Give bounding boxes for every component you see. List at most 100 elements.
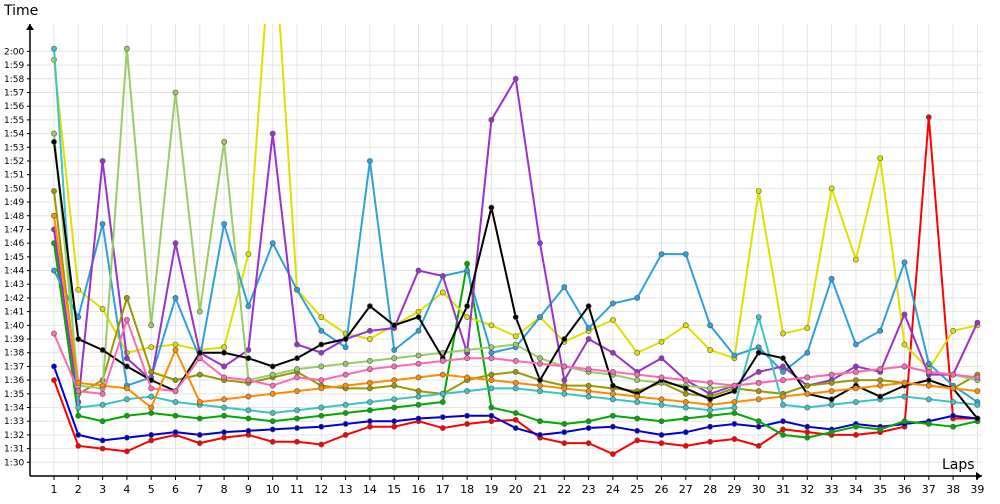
data-point xyxy=(537,355,543,362)
x-tick-label: 30 xyxy=(752,483,766,496)
y-tick-label: 1:59 xyxy=(4,61,24,71)
data-point xyxy=(269,438,276,445)
data-point xyxy=(755,442,762,449)
y-tick-label: 1:50 xyxy=(4,184,24,194)
data-point xyxy=(925,421,932,427)
x-tick-label: 33 xyxy=(825,483,839,496)
data-point xyxy=(391,347,398,353)
data-point xyxy=(366,399,373,405)
x-tick-label: 12 xyxy=(314,483,328,496)
data-point xyxy=(294,415,300,422)
data-point xyxy=(634,399,641,405)
data-point xyxy=(488,412,495,419)
data-point xyxy=(196,440,203,447)
data-point xyxy=(318,327,325,334)
data-point xyxy=(707,423,713,430)
data-point xyxy=(99,347,106,353)
data-point xyxy=(75,442,82,449)
data-point xyxy=(294,388,300,394)
data-point xyxy=(658,251,665,258)
data-point xyxy=(269,363,276,370)
y-tick-labels: 1:30 1:31 1:32 1:33 1:34 1:35 1:36 1:37 1:38 1:39… xyxy=(4,47,30,468)
data-point xyxy=(707,322,713,329)
data-point xyxy=(974,374,981,381)
y-tick-label: 1:37 xyxy=(4,362,24,372)
data-point xyxy=(366,336,373,342)
data-point xyxy=(853,341,859,348)
x-tick-label: 20 xyxy=(509,483,523,496)
data-point xyxy=(75,432,82,438)
data-point xyxy=(780,377,786,384)
data-point xyxy=(755,379,762,386)
data-point xyxy=(439,289,446,296)
data-point xyxy=(658,440,665,447)
data-point xyxy=(682,399,689,405)
data-point xyxy=(124,45,130,52)
data-point xyxy=(366,418,373,425)
data-point xyxy=(925,377,932,384)
data-point xyxy=(974,415,981,422)
data-point xyxy=(221,434,227,441)
data-point xyxy=(707,385,713,392)
data-point xyxy=(537,377,543,384)
data-point xyxy=(172,412,179,419)
data-point xyxy=(415,393,422,400)
data-point xyxy=(196,349,203,356)
data-point xyxy=(99,390,106,397)
data-point xyxy=(99,305,106,312)
data-point xyxy=(245,347,252,353)
data-point xyxy=(245,415,252,422)
data-point xyxy=(196,355,203,362)
data-point xyxy=(658,432,665,438)
data-point xyxy=(658,418,665,425)
axes xyxy=(26,24,982,480)
data-point xyxy=(610,349,616,356)
x-tick-label: 38 xyxy=(946,483,960,496)
data-point xyxy=(512,314,519,321)
series-layer xyxy=(51,24,981,457)
data-point xyxy=(682,415,689,422)
data-point xyxy=(658,374,665,381)
data-point xyxy=(366,385,373,392)
data-point xyxy=(804,390,811,397)
data-point xyxy=(342,421,349,427)
data-point xyxy=(221,344,227,351)
x-tick-label: 9 xyxy=(245,483,252,496)
data-point xyxy=(342,401,349,408)
data-point xyxy=(561,390,568,397)
data-point xyxy=(464,267,470,274)
data-point xyxy=(342,432,349,438)
data-point xyxy=(172,240,179,247)
data-point xyxy=(707,438,713,445)
x-axis-title: Laps xyxy=(942,457,975,473)
y-tick-label: 1:35 xyxy=(4,390,24,400)
x-tick-label: 13 xyxy=(339,483,353,496)
x-tick-label: 11 xyxy=(290,483,304,496)
data-point xyxy=(342,382,349,389)
data-point xyxy=(391,423,398,430)
data-point xyxy=(853,256,859,263)
data-point xyxy=(51,212,57,219)
data-point xyxy=(415,388,422,394)
data-point xyxy=(537,418,543,425)
data-point xyxy=(391,363,398,370)
data-point xyxy=(439,399,446,405)
data-point xyxy=(51,45,57,52)
x-tick-label: 7 xyxy=(196,483,203,496)
data-point xyxy=(950,412,956,419)
x-tick-label: 14 xyxy=(363,483,377,496)
data-point xyxy=(610,396,616,403)
data-point xyxy=(294,438,300,445)
data-point xyxy=(731,388,738,394)
data-point xyxy=(658,338,665,345)
y-tick-label: 1:48 xyxy=(4,212,24,222)
data-point xyxy=(391,382,398,389)
data-point xyxy=(974,319,981,326)
data-point xyxy=(634,393,641,400)
data-point xyxy=(561,385,568,392)
data-point xyxy=(99,437,106,444)
data-point xyxy=(488,371,495,378)
data-point xyxy=(196,308,203,315)
data-point xyxy=(318,377,325,384)
data-point xyxy=(99,158,106,164)
